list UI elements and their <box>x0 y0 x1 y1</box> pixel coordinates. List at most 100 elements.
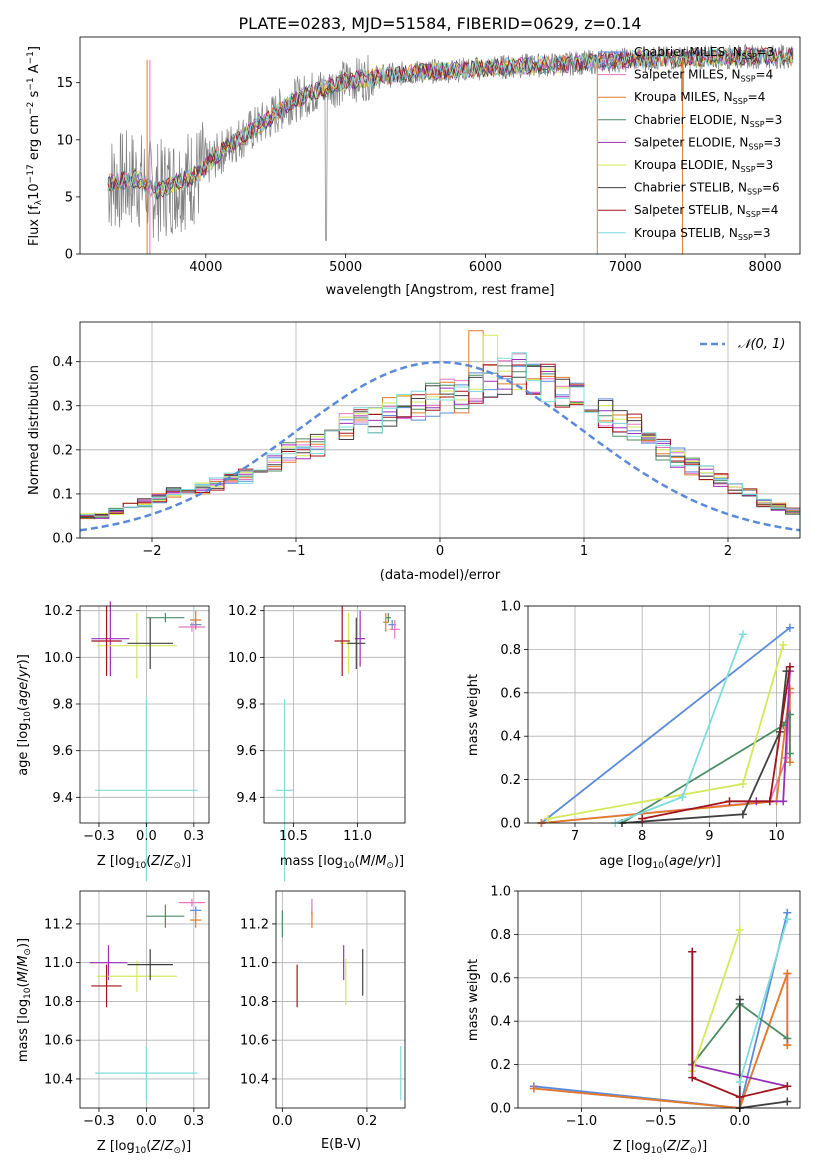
figure-title: PLATE=0283, MJD=51584, FIBERID=0629, z=0… <box>238 14 641 33</box>
mass_vs_ebv-ytick-label: 11.2 <box>240 917 269 932</box>
kroupa_elodie-legend-label: Kroupa ELODIE, NSSP=3 <box>634 158 773 174</box>
kroupa_elodie-weight-marker <box>738 779 747 788</box>
salpeter_stelib-residual-hist <box>79 363 801 538</box>
age-z-ylabel: age [log10(age/yr)] <box>16 654 33 776</box>
mass_vs_Z-ytick-label: 11.0 <box>44 956 73 971</box>
weight_vs_Z-ytick-label: 0.8 <box>490 928 511 943</box>
mass-z-panel: −0.3 0.0 0.3 10.4 10.6 10.8 11.0 11.2 Z [log10(… <box>16 890 210 1156</box>
residuals-ytick-label: 0.4 <box>52 355 73 370</box>
age_vs_mass-ytick-label: 10.2 <box>228 604 257 619</box>
weight-age-ylabel: mass weight <box>466 674 481 756</box>
kroupa_stelib-weight-marker <box>678 792 687 801</box>
age_vs_Z-axes: −0.3 0.0 0.3 9.4 9.6 9.8 10.0 10.2 <box>44 604 210 844</box>
age_vs_mass-ytick-label: 9.6 <box>236 744 257 759</box>
age_vs_Z-plot-area <box>91 601 206 882</box>
kroupa_elodie-weight-marker <box>544 814 553 823</box>
mass_vs_ebv-ytick-label: 10.8 <box>240 995 269 1010</box>
kroupa_stelib-weight-line <box>738 918 789 1083</box>
kroupa_miles-weight-marker <box>783 969 792 978</box>
age-mass-panel: 10.5 11.0 9.4 9.6 9.8 10.0 10.2 mass [log10(M/… <box>228 604 406 882</box>
mass_vs_Z-xtick-label: 0.3 <box>183 1114 204 1129</box>
mass_vs_Z-frame <box>79 890 210 1109</box>
age_vs_Z-xtick-label: 0.3 <box>183 829 204 844</box>
mass_vs_ebv-ytick-label: 10.4 <box>240 1072 269 1087</box>
residuals-xtick-label: −2 <box>142 544 161 559</box>
weight_vs_age-xtick-label: 9 <box>705 829 713 844</box>
kroupa_stelib-weight-marker <box>738 630 747 639</box>
age_vs_mass-xtick-label: 10.5 <box>279 829 308 844</box>
age_vs_Z-xtick-label: −0.3 <box>83 829 115 844</box>
observed-spectrum-line <box>107 43 794 242</box>
gaussian-reference-curve <box>79 360 801 532</box>
age_vs_Z-ytick-label: 9.8 <box>52 698 73 713</box>
weight_vs_Z-frame <box>517 890 801 1109</box>
spectrum-frame <box>79 36 801 255</box>
residuals-panel: −2 −1 0 1 2 0.0 0.1 0.2 0.3 0.4 (data-model)/erro… <box>27 321 801 583</box>
spectrum-xtick-label: 8000 <box>749 260 782 275</box>
weight_vs_Z-axes: −1.0 −0.5 0.0 0.0 0.2 0.4 0.6 0.8 1.0 <box>490 885 801 1129</box>
weight_vs_age-plot-area <box>537 623 794 827</box>
spectrum-panel: 4000 5000 6000 7000 8000 0 5 10 15 wavelength [A… <box>26 36 801 298</box>
kroupa_stelib-weight-marker <box>735 1077 744 1086</box>
age_vs_mass-plot-area <box>275 606 400 882</box>
weight_vs_age-ytick-label: 0.2 <box>500 773 521 788</box>
kroupa_miles-weight-marker <box>785 758 794 767</box>
weight_vs_age-ytick-label: 0.4 <box>500 730 521 745</box>
kroupa_stelib-weight-marker <box>783 915 792 924</box>
spectrum-xtick-label: 4000 <box>189 260 222 275</box>
age-z-xlabel: Z [log10(Z/Z⊙)] <box>97 854 191 871</box>
spectrum-plot-area <box>107 43 794 254</box>
mass_vs_ebv-frame <box>275 890 406 1109</box>
salpeter_stelib-weight-line <box>642 666 791 820</box>
chabrier_elodie-weight-marker <box>783 1034 792 1043</box>
weight_vs_Z-ytick-label: 0.6 <box>490 971 511 986</box>
salpeter_stelib-weight-marker <box>735 1093 744 1102</box>
age_vs_mass-frame <box>263 605 406 824</box>
age_vs_Z-ytick-label: 10.0 <box>44 651 73 666</box>
weight_vs_age-axes: 7 8 9 10 0.0 0.2 0.4 0.6 0.8 1.0 <box>500 600 801 844</box>
salpeter_stelib-weight-marker <box>765 797 774 806</box>
kroupa_elodie-weight-marker <box>779 641 788 650</box>
mass_vs_Z-xtick-label: 0.0 <box>136 1114 157 1129</box>
weight-age-xlabel: age [log10(age/yr)] <box>599 854 721 871</box>
mass-z-xlabel: Z [log10(Z/Z⊙)] <box>97 1139 191 1156</box>
residuals-xtick-label: 1 <box>580 544 588 559</box>
salpeter_stelib-weight-marker <box>783 1082 792 1091</box>
mass_vs_Z-xtick-label: −0.3 <box>83 1114 115 1129</box>
weight_vs_age-ytick-label: 0.0 <box>500 817 521 832</box>
residuals-plot-area <box>79 330 801 538</box>
residuals-xtick-label: 0 <box>436 544 444 559</box>
spectrum-axes: 4000 5000 6000 7000 8000 0 5 10 15 <box>56 36 801 275</box>
spectrum-ylabel: Flux [fλ10−17 erg cm−2 s−1 A−1] <box>26 46 44 246</box>
spectrum-ytick-label: 0 <box>65 248 73 263</box>
age_vs_Z-ytick-label: 9.6 <box>52 744 73 759</box>
age_vs_mass-ytick-label: 10.0 <box>228 651 257 666</box>
salpeter_miles-legend-label: Salpeter MILES, NSSP=4 <box>634 68 773 84</box>
spectrum-legend: Chabrier MILES, NSSP=3 Salpeter MILES, NS… <box>598 45 782 242</box>
mass_vs_ebv-plot-area <box>281 898 402 1101</box>
age_vs_Z-ytick-label: 10.2 <box>44 604 73 619</box>
chabrier_stelib-model-spectrum-line <box>107 46 794 201</box>
kroupa_stelib-residual-hist <box>79 352 801 538</box>
mass_vs_ebv-xtick-label: 0.0 <box>272 1114 293 1129</box>
weight_vs_Z-xtick-label: 0.0 <box>729 1114 750 1129</box>
residuals-ylabel: Normed distribution <box>27 365 42 495</box>
residuals-axes: −2 −1 0 1 2 0.0 0.1 0.2 0.3 0.4 <box>52 321 801 559</box>
kroupa_miles-weight-line <box>533 973 789 1109</box>
residuals-xtick-label: −1 <box>286 544 305 559</box>
kroupa_elodie-weight-marker <box>735 926 744 935</box>
kroupa_elodie-weight-line <box>691 929 741 1072</box>
spectrum-xtick-label: 6000 <box>469 260 502 275</box>
weight_vs_Z-ytick-label: 0.4 <box>490 1015 511 1030</box>
gauss-legend-label: 𝒩(0, 1) <box>738 337 785 352</box>
residuals-frame <box>79 321 801 539</box>
salpeter_stelib-weight-line <box>691 951 788 1099</box>
age_vs_mass-ytick-label: 9.8 <box>236 698 257 713</box>
weight_vs_Z-xtick-label: −0.5 <box>645 1114 677 1129</box>
spectrum-xtick-label: 5000 <box>329 260 362 275</box>
kroupa_stelib-legend-label: Kroupa STELIB, NSSP=3 <box>634 226 771 242</box>
weight_vs_Z-ytick-label: 0.0 <box>490 1102 511 1117</box>
age_vs_Z-frame <box>79 605 210 824</box>
weight-z-ylabel: mass weight <box>466 959 481 1041</box>
